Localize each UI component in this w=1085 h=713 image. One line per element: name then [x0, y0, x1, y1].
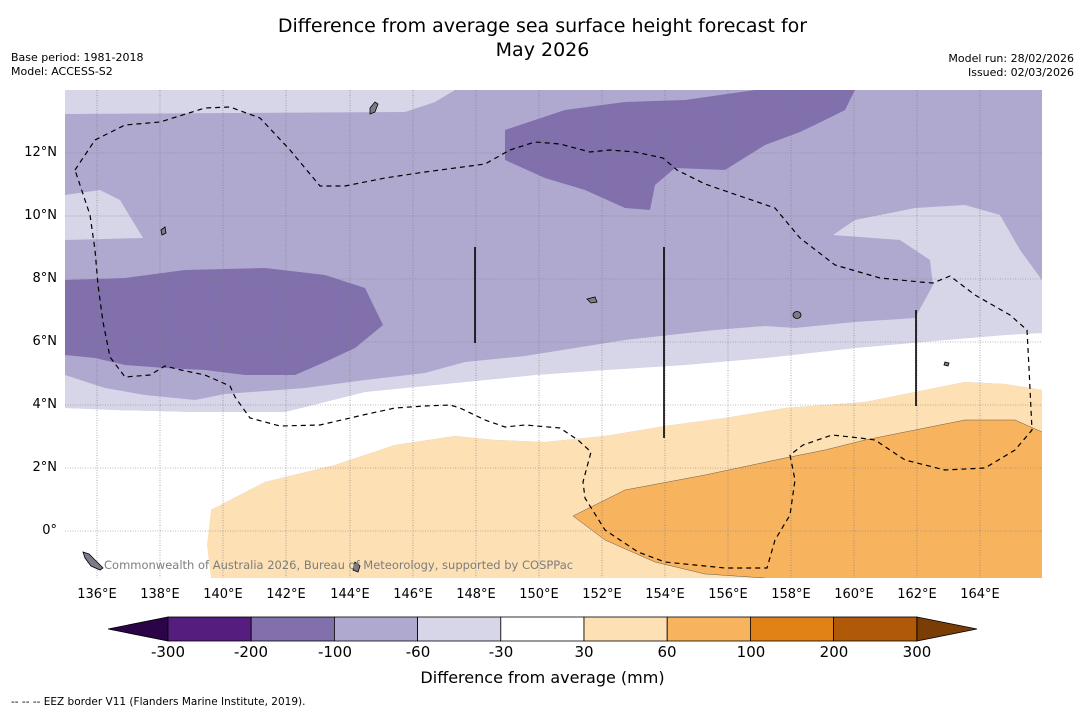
lat-label: 10°N	[24, 208, 57, 223]
lon-label: 160°E	[834, 587, 874, 602]
issued-date: Issued: 02/03/2026	[967, 66, 1074, 79]
anomaly-band-minus60-west	[65, 190, 143, 240]
plus60-contour	[572, 419, 1042, 578]
lat-label: 8°N	[32, 271, 58, 286]
credit-line: Commonwealth of Australia 2026, Bureau o…	[104, 558, 574, 572]
eez-legend-note: -- -- -- EEZ border V11 (Flanders Marine…	[11, 696, 306, 708]
island-kosrae	[792, 311, 802, 319]
colorbar-tick: 30	[574, 643, 594, 661]
colorbar-tick: -300	[150, 643, 186, 661]
colorbar-label: Difference from average (mm)	[420, 668, 665, 687]
neutral-band	[65, 333, 1042, 578]
colorbar-segment	[500, 616, 585, 642]
lon-label: 164°E	[960, 587, 1000, 602]
base-period: Base period: 1981-2018	[11, 51, 144, 64]
map-title: Difference from average sea surface heig…	[0, 14, 1085, 62]
colorbar-over-arrow	[916, 616, 978, 642]
colorbar-segments	[167, 616, 918, 642]
anomaly-band-minus200-west	[65, 268, 383, 375]
colorbar-tick: 100	[736, 643, 766, 661]
colorbar-tick: -30	[488, 643, 514, 661]
eez-border	[74, 106, 1033, 569]
colorbar-segment	[666, 616, 751, 642]
anomaly-band-plus60	[573, 420, 1042, 578]
lon-label: 162°E	[897, 587, 937, 602]
title-line-2: May 2026	[495, 39, 590, 61]
lon-label: 154°E	[645, 587, 685, 602]
colorbar-segment	[167, 616, 252, 642]
map-panel	[65, 90, 1042, 578]
lat-label: 2°N	[32, 460, 58, 475]
lon-label: 136°E	[77, 587, 117, 602]
island-guam	[369, 101, 379, 115]
colorbar-segment	[583, 616, 668, 642]
boundary-markers	[474, 247, 917, 438]
meta-right: Model run: 28/02/2026 Issued: 02/03/2026	[948, 52, 1074, 80]
lon-label: 152°E	[582, 587, 622, 602]
title-line-1: Difference from average sea surface heig…	[277, 15, 808, 37]
colorbar-segment	[333, 616, 418, 642]
colorbar-tick: 200	[819, 643, 849, 661]
lat-label: 12°N	[24, 145, 57, 160]
island-pohnpei-atoll	[586, 296, 598, 304]
lat-label: 4°N	[32, 397, 58, 412]
colorbar	[108, 616, 978, 642]
islands	[82, 101, 950, 573]
model-name: Model: ACCESS-S2	[11, 65, 113, 78]
colorbar-tick: -200	[233, 643, 269, 661]
graticule	[65, 90, 1042, 578]
island-manus	[352, 561, 361, 573]
island-small-east	[943, 361, 950, 367]
lon-label: 144°E	[330, 587, 370, 602]
lon-label: 140°E	[203, 587, 243, 602]
island-new-guinea-coast	[82, 551, 104, 571]
sea-height-map	[65, 90, 1042, 578]
meta-left: Base period: 1981-2018 Model: ACCESS-S2	[11, 51, 143, 79]
lon-label: 146°E	[393, 587, 433, 602]
colorbar-segment	[833, 616, 918, 642]
colorbar-tick: -60	[405, 643, 431, 661]
anomaly-band-minus60-north	[65, 90, 455, 114]
lon-label: 142°E	[266, 587, 306, 602]
colorbar-segment	[417, 616, 502, 642]
anomaly-band-minus60-east	[65, 205, 1042, 412]
colorbar-under-arrow	[108, 616, 169, 642]
lon-label: 148°E	[456, 587, 496, 602]
lon-label: 138°E	[140, 587, 180, 602]
island-yap	[160, 226, 167, 236]
colorbar-segment	[750, 616, 835, 642]
anomaly-band-minus200-north	[505, 90, 855, 210]
colorbar-tick: 60	[657, 643, 677, 661]
colorbar-segment	[250, 616, 335, 642]
lat-label: 0°	[42, 523, 57, 538]
lat-label: 6°N	[32, 334, 58, 349]
colorbar-tick: 300	[902, 643, 932, 661]
lon-label: 158°E	[771, 587, 811, 602]
lon-label: 156°E	[708, 587, 748, 602]
lon-label: 150°E	[519, 587, 559, 602]
model-run: Model run: 28/02/2026	[948, 52, 1074, 65]
colorbar-tick: -100	[317, 643, 353, 661]
